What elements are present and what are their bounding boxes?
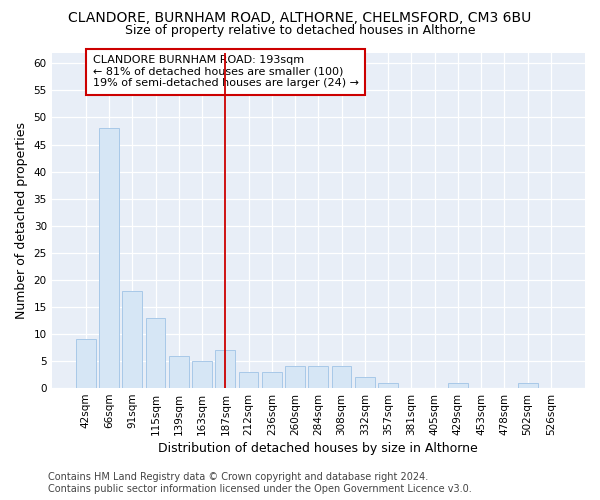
Bar	[122, 290, 142, 388]
Bar	[239, 372, 259, 388]
Bar	[448, 382, 468, 388]
Bar	[285, 366, 305, 388]
Bar	[378, 382, 398, 388]
Text: Size of property relative to detached houses in Althorne: Size of property relative to detached ho…	[125, 24, 475, 37]
Bar	[146, 318, 166, 388]
Bar	[262, 372, 282, 388]
Bar	[76, 340, 95, 388]
Bar	[99, 128, 119, 388]
Bar	[308, 366, 328, 388]
Bar	[518, 382, 538, 388]
X-axis label: Distribution of detached houses by size in Althorne: Distribution of detached houses by size …	[158, 442, 478, 455]
Bar	[169, 356, 188, 388]
Y-axis label: Number of detached properties: Number of detached properties	[15, 122, 28, 319]
Text: CLANDORE, BURNHAM ROAD, ALTHORNE, CHELMSFORD, CM3 6BU: CLANDORE, BURNHAM ROAD, ALTHORNE, CHELMS…	[68, 11, 532, 25]
Bar	[355, 377, 375, 388]
Text: Contains HM Land Registry data © Crown copyright and database right 2024.
Contai: Contains HM Land Registry data © Crown c…	[48, 472, 472, 494]
Bar	[192, 361, 212, 388]
Bar	[332, 366, 352, 388]
Bar	[215, 350, 235, 388]
Text: CLANDORE BURNHAM ROAD: 193sqm
← 81% of detached houses are smaller (100)
19% of : CLANDORE BURNHAM ROAD: 193sqm ← 81% of d…	[93, 55, 359, 88]
